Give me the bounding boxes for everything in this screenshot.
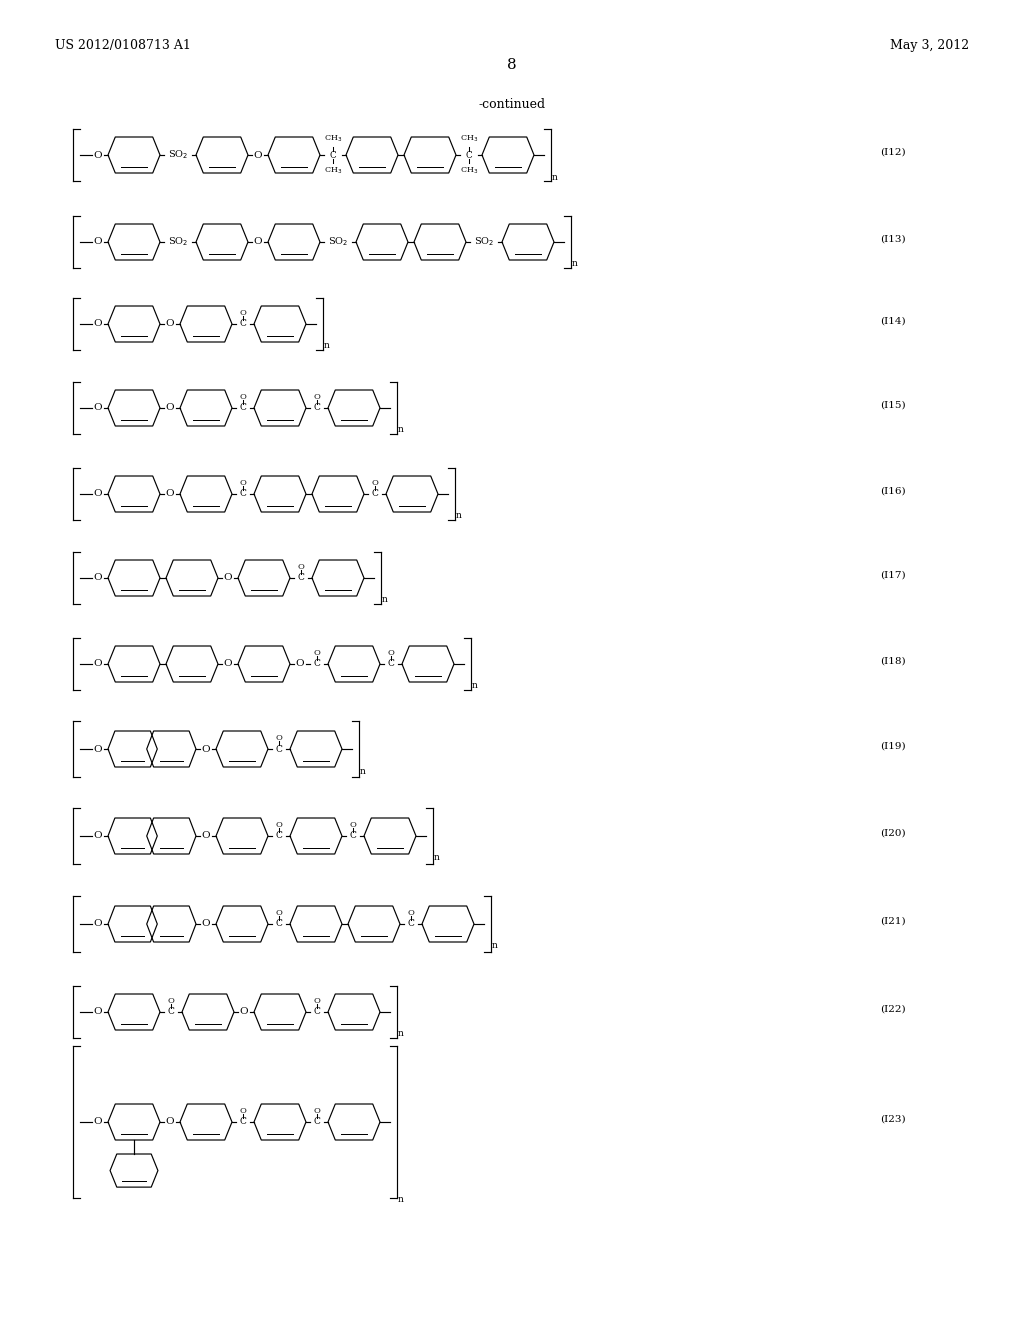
Text: C: C (240, 1118, 247, 1126)
Text: C: C (408, 920, 415, 928)
Text: C: C (240, 319, 247, 329)
Text: O: O (93, 150, 102, 160)
Text: CH$_3$: CH$_3$ (460, 133, 478, 144)
Text: May 3, 2012: May 3, 2012 (890, 38, 969, 51)
Text: O: O (408, 909, 415, 917)
Text: SO$_2$: SO$_2$ (168, 149, 188, 161)
Text: O: O (387, 649, 394, 657)
Text: O: O (223, 660, 232, 668)
Text: C: C (240, 490, 247, 499)
Text: (I21): (I21) (880, 916, 905, 925)
Text: SO$_2$: SO$_2$ (328, 235, 348, 248)
Text: O: O (275, 909, 283, 917)
Text: C: C (313, 1007, 321, 1016)
Text: n: n (324, 342, 330, 351)
Text: (I23): (I23) (880, 1114, 905, 1123)
Text: CH$_3$: CH$_3$ (324, 133, 342, 144)
Text: O: O (93, 744, 102, 754)
Text: C: C (298, 573, 304, 582)
Text: O: O (93, 404, 102, 412)
Text: O: O (166, 319, 174, 329)
Text: n: n (398, 425, 403, 434)
Text: O: O (93, 319, 102, 329)
Text: O: O (240, 393, 247, 401)
Text: (I16): (I16) (880, 487, 905, 495)
Text: (I19): (I19) (880, 742, 905, 751)
Text: CH$_3$: CH$_3$ (324, 166, 342, 177)
Text: O: O (240, 1107, 247, 1115)
Text: O: O (313, 1107, 321, 1115)
Text: O: O (313, 393, 321, 401)
Text: C: C (330, 150, 336, 160)
Text: C: C (275, 920, 283, 928)
Text: (I17): (I17) (880, 570, 905, 579)
Text: (I15): (I15) (880, 400, 905, 409)
Text: O: O (93, 920, 102, 928)
Text: C: C (275, 744, 283, 754)
Text: O: O (349, 821, 356, 829)
Text: C: C (313, 404, 321, 412)
Text: O: O (223, 573, 232, 582)
Text: (I18): (I18) (880, 656, 905, 665)
Text: n: n (398, 1030, 403, 1039)
Text: O: O (254, 150, 262, 160)
Text: C: C (240, 404, 247, 412)
Text: O: O (240, 479, 247, 487)
Text: C: C (313, 660, 321, 668)
Text: (I13): (I13) (880, 235, 905, 243)
Text: O: O (166, 1118, 174, 1126)
Text: O: O (93, 832, 102, 841)
Text: O: O (166, 490, 174, 499)
Text: n: n (434, 854, 440, 862)
Text: n: n (472, 681, 478, 690)
Text: n: n (572, 260, 578, 268)
Text: O: O (168, 997, 174, 1005)
Text: O: O (202, 832, 210, 841)
Text: SO$_2$: SO$_2$ (168, 235, 188, 248)
Text: O: O (166, 404, 174, 412)
Text: O: O (254, 238, 262, 247)
Text: O: O (93, 1007, 102, 1016)
Text: (I22): (I22) (880, 1005, 905, 1014)
Text: n: n (492, 941, 498, 950)
Text: O: O (93, 238, 102, 247)
Text: O: O (298, 564, 304, 572)
Text: O: O (313, 649, 321, 657)
Text: O: O (313, 997, 321, 1005)
Text: n: n (456, 511, 462, 520)
Text: O: O (372, 479, 379, 487)
Text: -continued: -continued (478, 99, 546, 111)
Text: (I20): (I20) (880, 829, 905, 837)
Text: C: C (466, 150, 472, 160)
Text: 8: 8 (507, 58, 517, 73)
Text: n: n (398, 1196, 403, 1204)
Text: O: O (202, 920, 210, 928)
Text: C: C (275, 832, 283, 841)
Text: O: O (93, 490, 102, 499)
Text: CH$_3$: CH$_3$ (460, 166, 478, 177)
Text: n: n (382, 595, 388, 605)
Text: (I12): (I12) (880, 148, 905, 157)
Text: SO$_2$: SO$_2$ (474, 235, 495, 248)
Text: C: C (387, 660, 394, 668)
Text: O: O (93, 660, 102, 668)
Text: C: C (349, 832, 356, 841)
Text: O: O (202, 744, 210, 754)
Text: C: C (372, 490, 379, 499)
Text: O: O (240, 309, 247, 317)
Text: O: O (275, 734, 283, 742)
Text: C: C (313, 1118, 321, 1126)
Text: n: n (360, 767, 366, 776)
Text: O: O (296, 660, 304, 668)
Text: C: C (168, 1007, 174, 1016)
Text: O: O (240, 1007, 248, 1016)
Text: O: O (93, 1118, 102, 1126)
Text: US 2012/0108713 A1: US 2012/0108713 A1 (55, 38, 190, 51)
Text: O: O (93, 573, 102, 582)
Text: O: O (275, 821, 283, 829)
Text: n: n (552, 173, 558, 181)
Text: (I14): (I14) (880, 317, 905, 326)
